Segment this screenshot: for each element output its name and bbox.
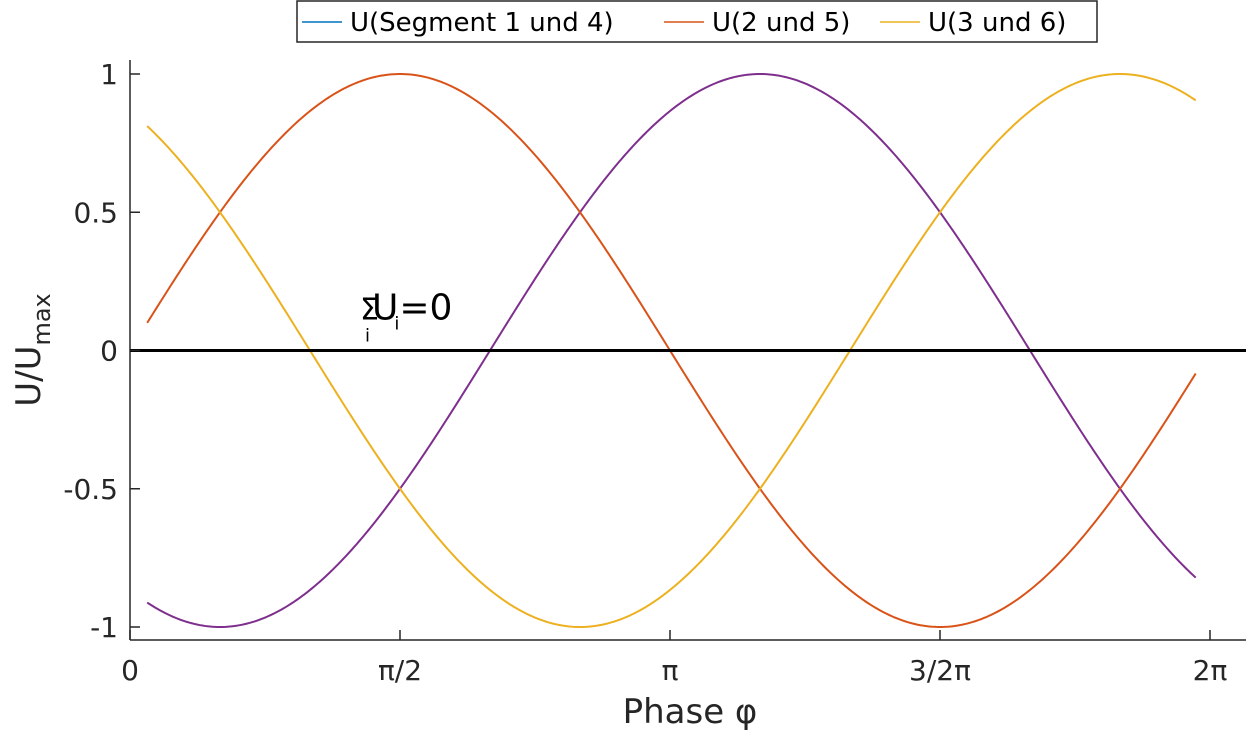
- y-tick-label-3: 0.5: [73, 196, 118, 229]
- x-axis-title: Phase φ: [623, 692, 758, 732]
- x-tick-label-1: π/2: [378, 654, 422, 687]
- legend-label-1: U(Segment 1 und 4): [350, 8, 614, 38]
- legend-label-3: U(3 und 6): [928, 8, 1066, 38]
- y-axis-title-main: U/U: [9, 346, 49, 407]
- x-tick-label-2: π: [662, 654, 679, 687]
- x-tick-label-3: 3/2π: [909, 654, 971, 687]
- series-line-3: [146, 72, 1197, 629]
- series-line-2: [146, 73, 1197, 628]
- y-tick-label-4: 1: [100, 58, 118, 91]
- sum-u-subscript-i: i: [394, 314, 399, 335]
- y-tick-label-2: 0: [100, 335, 118, 368]
- y-axis-title-subscript: max: [28, 293, 56, 345]
- y-tick-label-1: -0.5: [63, 473, 118, 506]
- sum-sigma: Σ: [360, 293, 379, 328]
- y-tick-label-0: -1: [90, 611, 118, 644]
- legend-label-2: U(2 und 5): [712, 8, 850, 38]
- sum-subscript-i: i: [365, 326, 370, 347]
- series-lines: [146, 72, 1197, 629]
- x-tick-label-4: 2π: [1193, 654, 1228, 687]
- sum-equals-zero: =0: [399, 288, 452, 329]
- tick-labels: 0 π/2 π 3/2π 2π -1 -0.5 0 0.5 1: [63, 58, 1227, 687]
- x-tick-label-0: 0: [121, 654, 139, 687]
- series-line-1: [146, 72, 1197, 629]
- sum-u: U: [372, 288, 398, 329]
- legend: U(Segment 1 und 4) U(2 und 5) U(3 und 6): [296, 0, 1098, 43]
- y-axis-title: U/Umax: [9, 293, 56, 407]
